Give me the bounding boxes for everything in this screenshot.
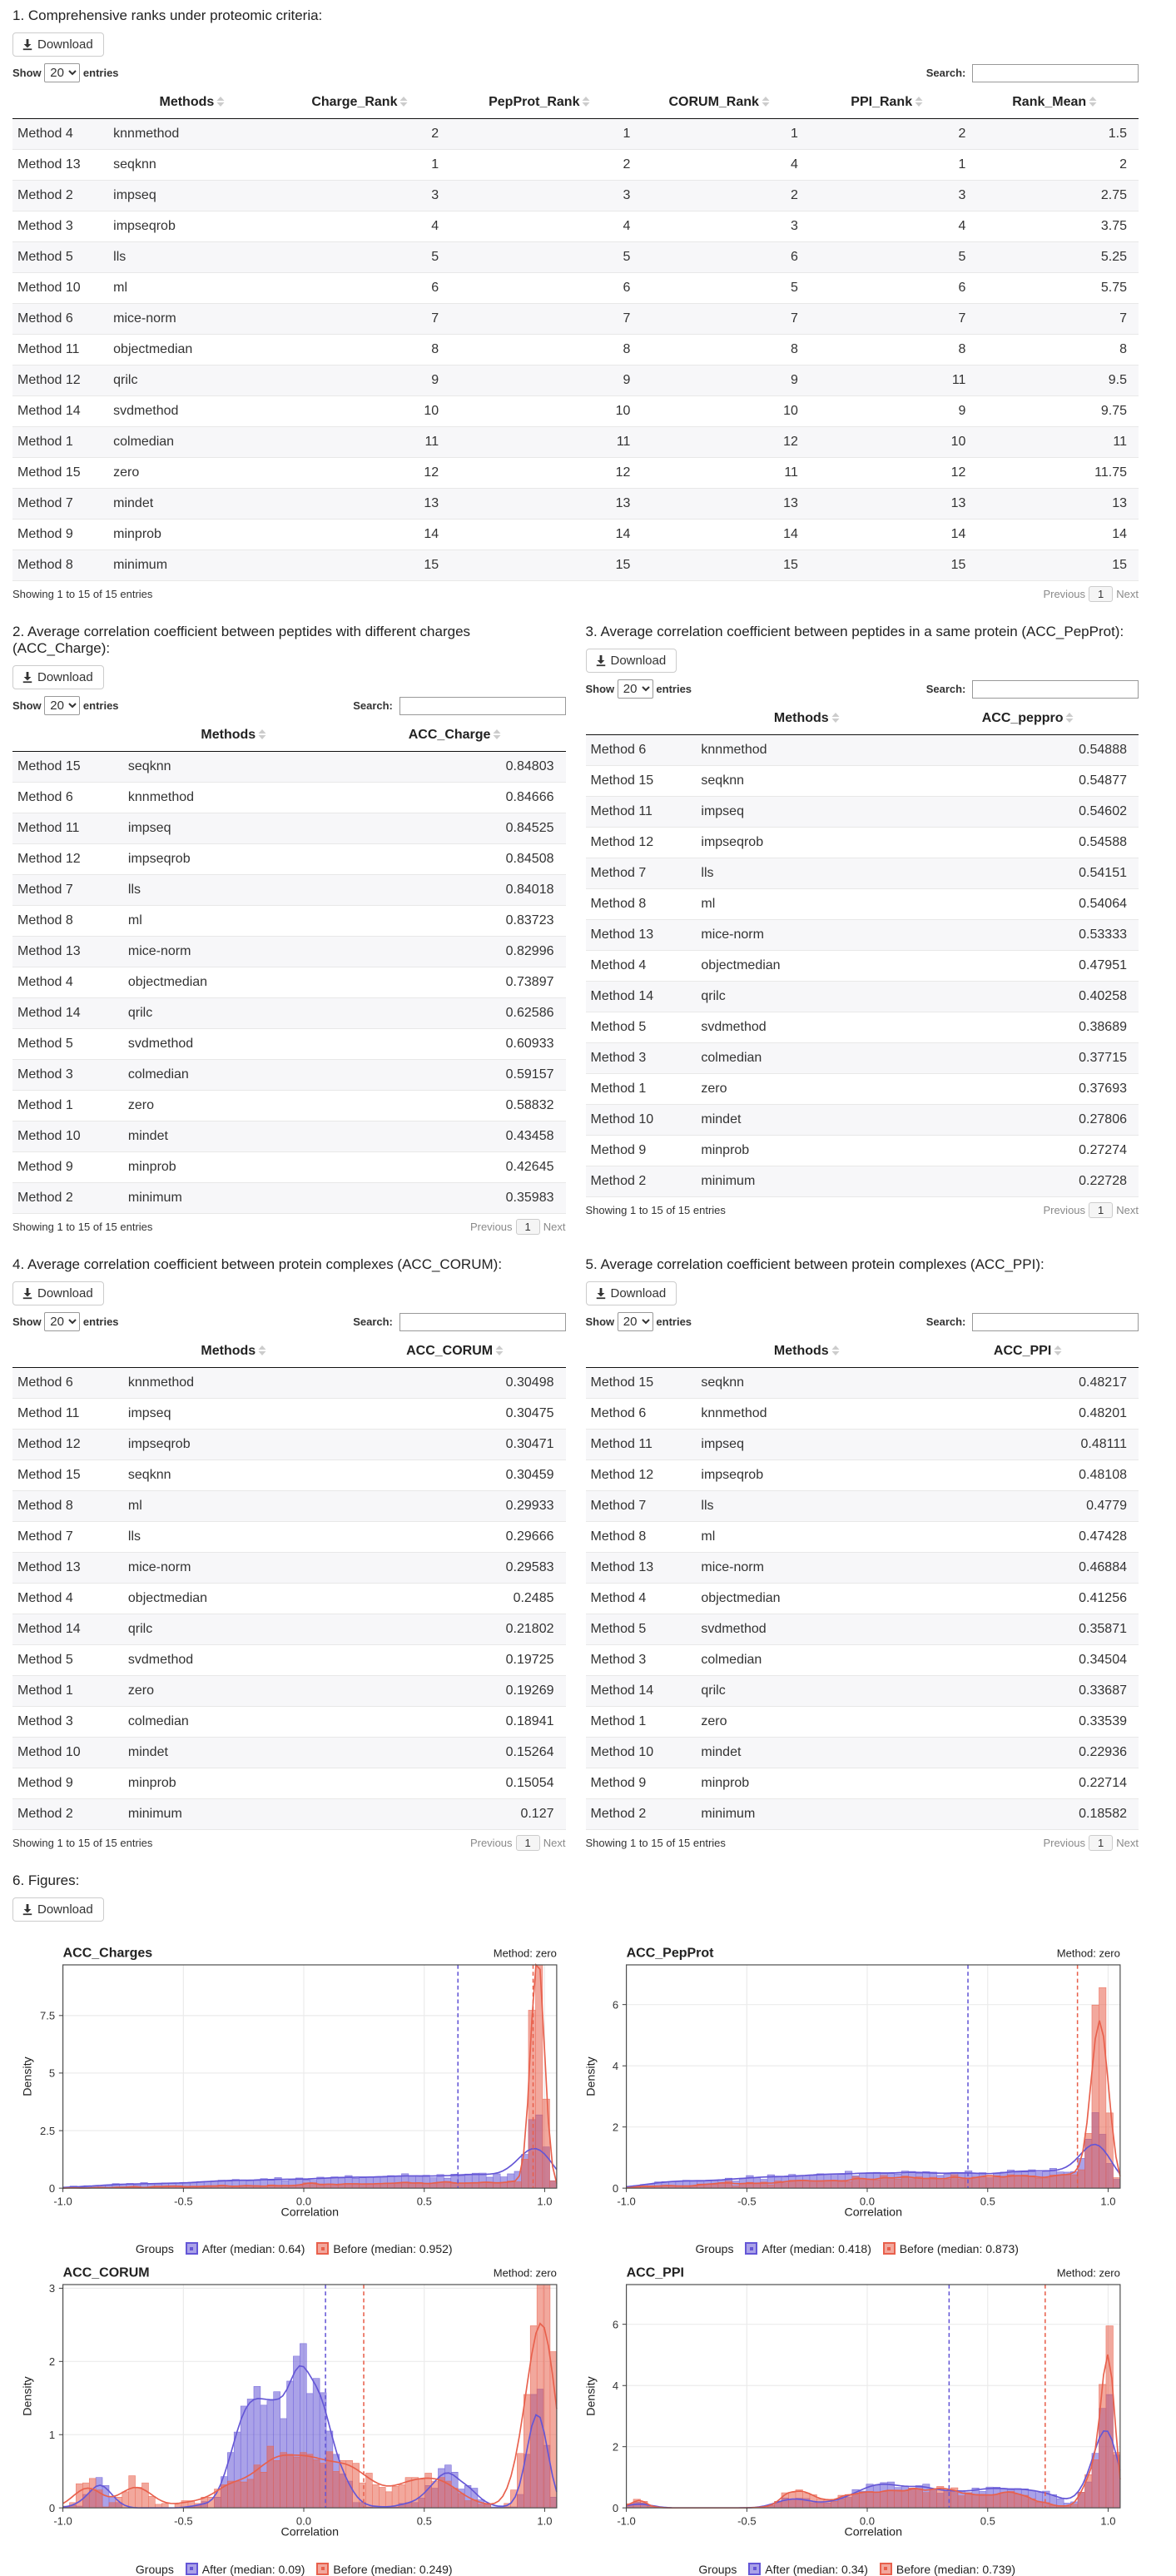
svg-text:Correlation: Correlation xyxy=(844,2526,902,2539)
svg-text:Correlation: Correlation xyxy=(844,2206,902,2219)
svg-text:Density: Density xyxy=(584,2056,598,2096)
svg-text:1.0: 1.0 xyxy=(1100,2195,1115,2207)
svg-text:Correlation: Correlation xyxy=(280,2206,339,2219)
svg-text:Correlation: Correlation xyxy=(280,2526,339,2539)
svg-text:-1.0: -1.0 xyxy=(617,2515,635,2528)
svg-text:ACC_PPI: ACC_PPI xyxy=(626,2266,683,2280)
svg-text:0: 0 xyxy=(612,2502,618,2514)
svg-text:2: 2 xyxy=(612,2121,618,2133)
svg-text:1.0: 1.0 xyxy=(1100,2515,1115,2528)
svg-text:3: 3 xyxy=(49,2282,55,2295)
svg-text:-0.5: -0.5 xyxy=(174,2195,192,2207)
svg-text:ACC_CORUM: ACC_CORUM xyxy=(63,2266,150,2280)
svg-text:1: 1 xyxy=(49,2429,55,2441)
svg-text:0: 0 xyxy=(49,2182,55,2195)
svg-text:4: 4 xyxy=(612,2380,618,2392)
svg-text:Method: zero: Method: zero xyxy=(494,1947,557,1959)
svg-text:1.0: 1.0 xyxy=(537,2515,552,2528)
svg-text:-1.0: -1.0 xyxy=(617,2195,635,2207)
svg-text:0.5: 0.5 xyxy=(980,2195,995,2207)
svg-text:-1.0: -1.0 xyxy=(53,2515,72,2528)
svg-text:1.0: 1.0 xyxy=(537,2195,552,2207)
svg-text:Density: Density xyxy=(584,2376,598,2416)
svg-text:2.5: 2.5 xyxy=(40,2125,55,2137)
svg-text:Method: zero: Method: zero xyxy=(1056,1947,1119,1959)
svg-text:6: 6 xyxy=(612,2319,618,2331)
svg-text:0.5: 0.5 xyxy=(417,2515,432,2528)
svg-text:-0.5: -0.5 xyxy=(737,2515,756,2528)
svg-text:-1.0: -1.0 xyxy=(53,2195,72,2207)
svg-text:Density: Density xyxy=(22,2376,35,2416)
svg-text:0.5: 0.5 xyxy=(417,2195,432,2207)
svg-text:Method: zero: Method: zero xyxy=(1056,2267,1119,2280)
svg-text:2: 2 xyxy=(612,2441,618,2454)
svg-text:Density: Density xyxy=(22,2056,35,2096)
svg-text:4: 4 xyxy=(612,2060,618,2072)
svg-text:2: 2 xyxy=(49,2355,55,2368)
svg-text:0.5: 0.5 xyxy=(980,2515,995,2528)
svg-text:0: 0 xyxy=(612,2182,618,2195)
svg-text:6: 6 xyxy=(612,1998,618,2011)
svg-text:0: 0 xyxy=(49,2502,55,2514)
svg-text:5: 5 xyxy=(49,2067,55,2080)
svg-text:7.5: 7.5 xyxy=(40,2010,55,2022)
svg-text:-0.5: -0.5 xyxy=(737,2195,756,2207)
svg-text:ACC_Charges: ACC_Charges xyxy=(63,1946,153,1960)
svg-text:ACC_PepProt: ACC_PepProt xyxy=(626,1946,714,1960)
svg-text:Method: zero: Method: zero xyxy=(494,2267,557,2280)
svg-text:-0.5: -0.5 xyxy=(174,2515,192,2528)
